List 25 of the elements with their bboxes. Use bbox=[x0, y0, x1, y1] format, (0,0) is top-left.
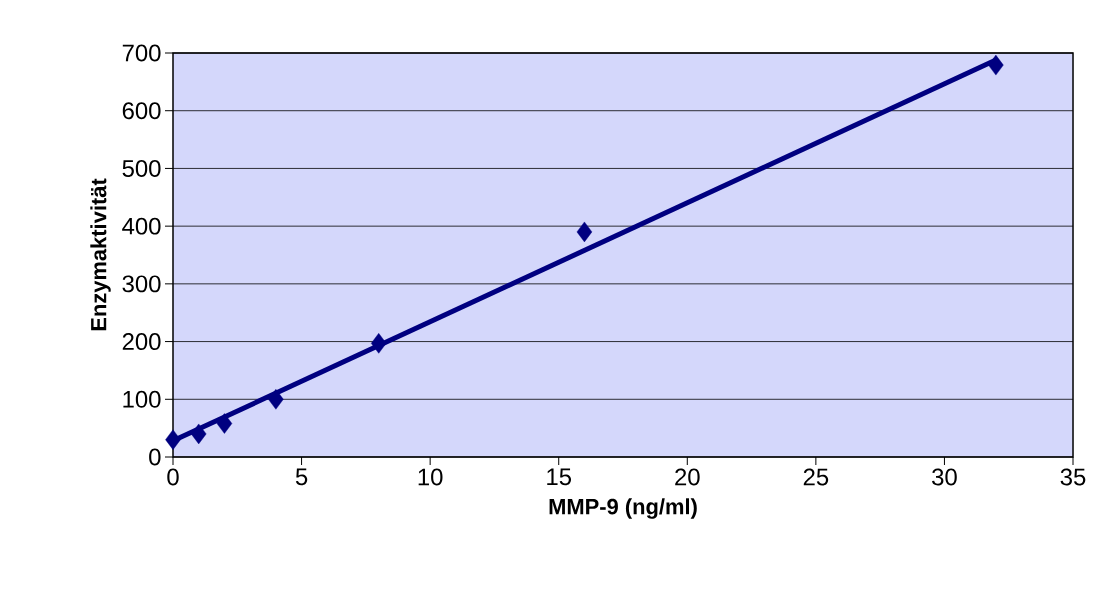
point bbox=[191, 423, 207, 445]
y-tick-label: 500 bbox=[122, 159, 161, 177]
y-tick-label: 600 bbox=[122, 102, 161, 120]
x-tick-label: 0 bbox=[167, 468, 179, 486]
y-tick-label: 400 bbox=[122, 217, 161, 235]
y-tick-label: 200 bbox=[122, 333, 161, 351]
x-tick-label: 25 bbox=[803, 468, 829, 486]
point bbox=[371, 333, 387, 354]
x-tick-label: 35 bbox=[1060, 468, 1086, 486]
x-tick-label: 20 bbox=[675, 468, 700, 486]
point bbox=[165, 429, 181, 450]
y-tick-label: 100 bbox=[123, 390, 161, 408]
y-tick-label: 700 bbox=[122, 44, 161, 62]
x-tick-label: 10 bbox=[418, 468, 443, 486]
point bbox=[988, 54, 1004, 76]
y-tick-label: 0 bbox=[149, 448, 161, 466]
point bbox=[216, 413, 233, 434]
point bbox=[576, 221, 593, 243]
x-tick-label: 15 bbox=[547, 468, 572, 486]
x-tick-label: 5 bbox=[295, 468, 308, 486]
point bbox=[268, 389, 284, 410]
y-axis-title: Enzymaktivität bbox=[90, 178, 111, 331]
x-tick-label: 30 bbox=[932, 468, 957, 486]
x-axis-title: MMP-9 (ng/ml) bbox=[549, 498, 697, 519]
y-tick-label: 300 bbox=[122, 275, 161, 293]
